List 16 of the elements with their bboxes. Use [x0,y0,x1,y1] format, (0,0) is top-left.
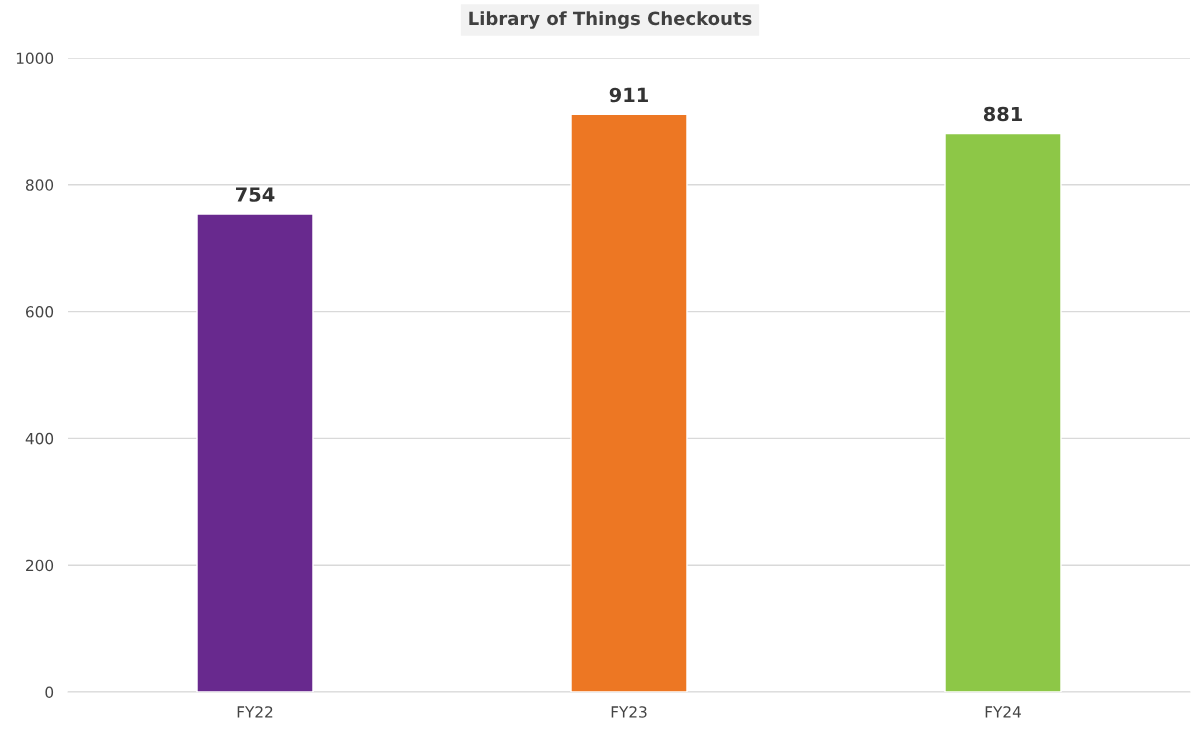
x-tick-label: FY23 [611,706,647,718]
y-tick-label: 800 [25,179,54,191]
x-tick-label: FY24 [985,706,1021,718]
data-label: 881 [983,106,1022,122]
x-tick-label: FY22 [237,706,273,718]
y-tick-label: 0 [45,686,54,699]
chart-title: Library of Things Checkouts [469,11,752,29]
bar [196,213,314,692]
bar [944,132,1062,692]
data-label: 911 [609,87,648,103]
y-tick-label: 200 [26,559,54,572]
y-tick-label: 400 [25,432,54,445]
y-tick-label: 600 [26,306,54,318]
y-tick-label: 1000 [16,52,54,65]
data-label: 754 [236,187,275,202]
bar [570,113,688,692]
